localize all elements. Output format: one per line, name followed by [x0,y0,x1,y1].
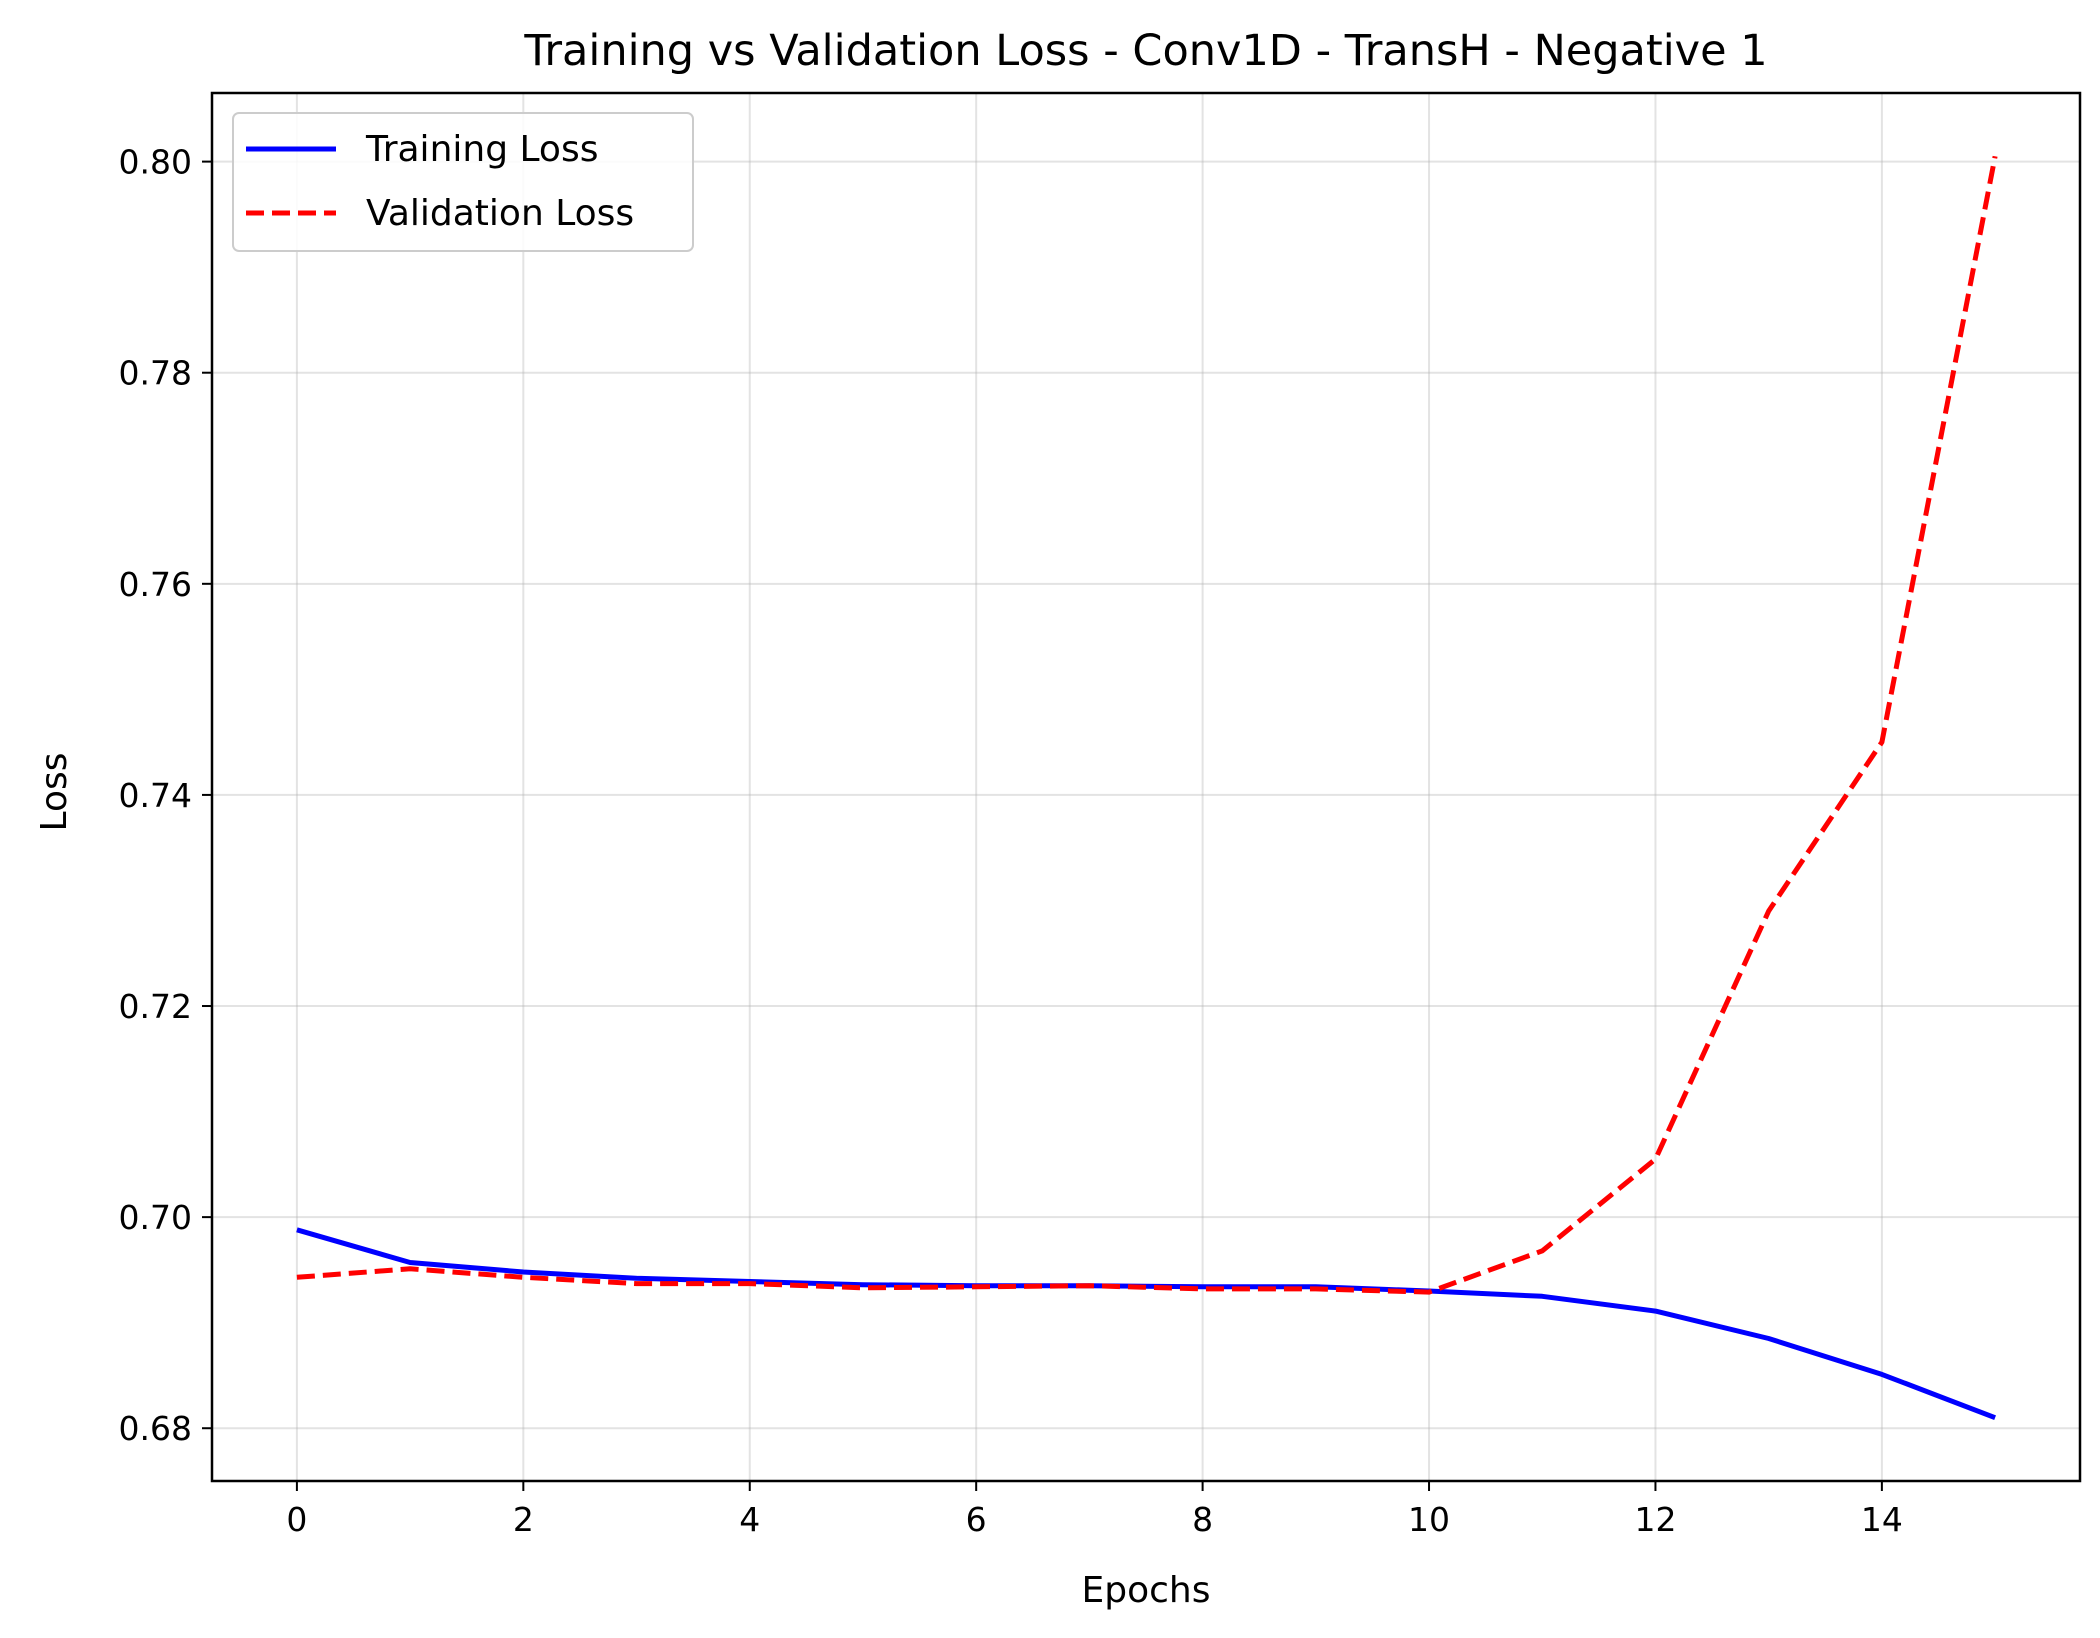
axis-ticks: 0 2 4 6 8 10 12 14 0.68 0.70 0.72 0.74 0.76 0.78 0.80 [119,143,1903,1539]
x-tick-label: 0 [286,1500,307,1539]
y-tick-label: 0.78 [119,354,192,393]
y-tick-label: 0.70 [119,1198,192,1237]
legend-label-training: Training Loss [365,129,598,170]
x-tick-label: 4 [739,1500,760,1539]
x-tick-label: 2 [513,1500,534,1539]
x-tick-label: 12 [1634,1500,1676,1539]
legend: Training Loss Validation Loss [232,112,694,252]
y-tick-label: 0.72 [119,987,192,1026]
grid-lines [212,93,2080,1481]
y-axis-label: Loss [34,753,75,832]
x-tick-label: 6 [966,1500,987,1539]
legend-box [232,112,694,252]
legend-label-validation: Validation Loss [366,193,634,234]
y-tick-label: 0.68 [119,1409,192,1448]
y-tick-label: 0.80 [119,143,192,182]
x-tick-label: 14 [1861,1500,1903,1539]
x-axis-label: Epochs [1082,1570,1211,1611]
x-tick-label: 8 [1192,1500,1213,1539]
plot-frame [210,91,2082,1483]
x-tick-label: 10 [1408,1500,1450,1539]
chart-title: Training vs Validation Loss - Conv1D - T… [523,26,1767,76]
y-tick-label: 0.76 [119,565,192,604]
validation-loss-line [296,155,1998,1295]
y-tick-label: 0.74 [119,776,192,815]
series-lines [296,155,1998,1421]
